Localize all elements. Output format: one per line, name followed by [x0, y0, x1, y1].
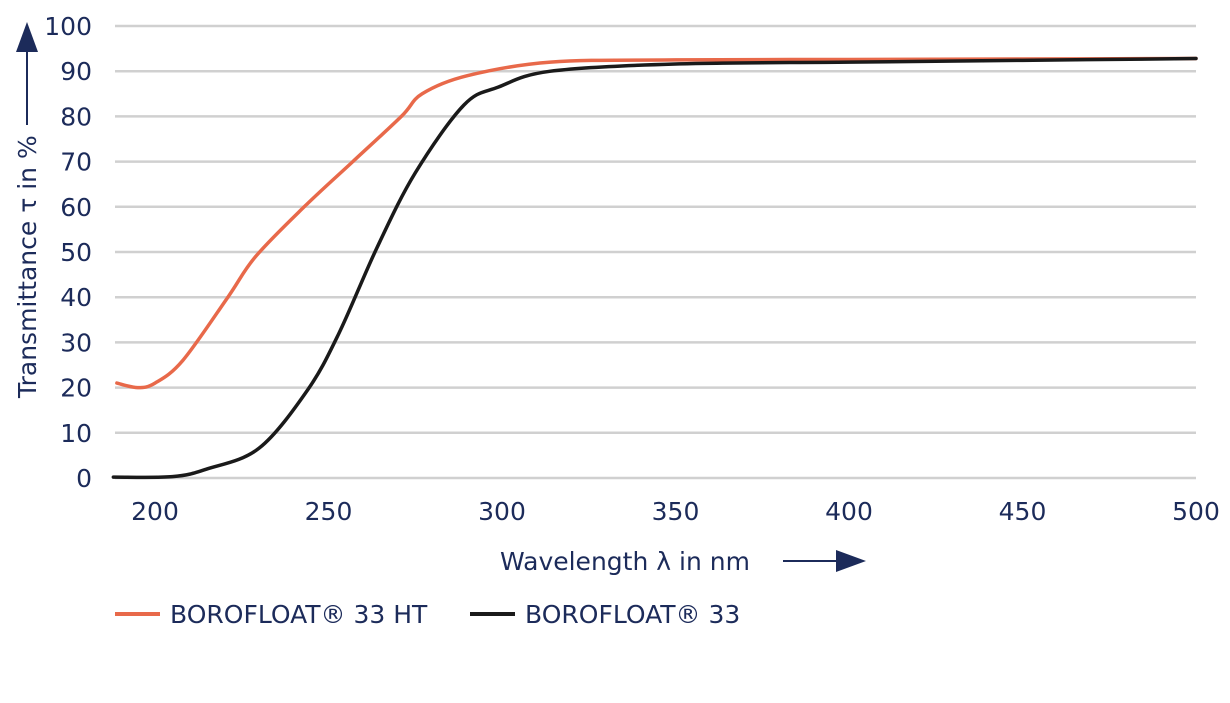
- y-axis-title: Transmittance τ in %: [13, 22, 42, 399]
- series-line-1: [111, 56, 1198, 480]
- legend-label-borofloat-33-ht: BOROFLOAT® 33 HT: [170, 600, 428, 629]
- y-tick-label: 100: [44, 12, 92, 41]
- y-tick-label: 50: [60, 238, 92, 267]
- x-axis-arrow-head: [836, 550, 866, 572]
- x-tick-label: 200: [131, 497, 179, 526]
- x-tick-label: 300: [478, 497, 526, 526]
- y-tick-label: 70: [60, 148, 92, 177]
- y-axis-arrow-head: [16, 22, 38, 52]
- x-tick-label: 400: [825, 497, 873, 526]
- gridlines: [115, 24, 1196, 480]
- x-tick-label: 450: [999, 497, 1047, 526]
- series-lines: [111, 56, 1198, 480]
- y-tick-label: 90: [60, 57, 92, 86]
- y-tick-label: 20: [60, 374, 92, 403]
- y-tick-label: 60: [60, 193, 92, 222]
- legend: BOROFLOAT® 33 HT BOROFLOAT® 33: [115, 600, 740, 629]
- y-axis-label: Transmittance τ in %: [13, 135, 42, 399]
- x-axis-label: Wavelength λ in nm: [500, 547, 750, 576]
- x-tick-label: 500: [1172, 497, 1220, 526]
- y-tick-label: 10: [60, 419, 92, 448]
- x-tick-label: 250: [305, 497, 353, 526]
- y-tick-labels: 0 10 20 30 40 50 60 70 80 90 100: [44, 12, 92, 493]
- series-line-0: [115, 56, 1198, 390]
- y-tick-label: 30: [60, 328, 92, 357]
- y-tick-label: 40: [60, 283, 92, 312]
- y-tick-label: 0: [76, 464, 92, 493]
- x-axis-title: Wavelength λ in nm: [500, 547, 866, 576]
- x-tick-label: 350: [652, 497, 700, 526]
- legend-label-borofloat-33: BOROFLOAT® 33: [525, 600, 740, 629]
- y-tick-label: 80: [60, 102, 92, 131]
- x-tick-labels: 200 250 300 350 400 450 500: [131, 497, 1220, 526]
